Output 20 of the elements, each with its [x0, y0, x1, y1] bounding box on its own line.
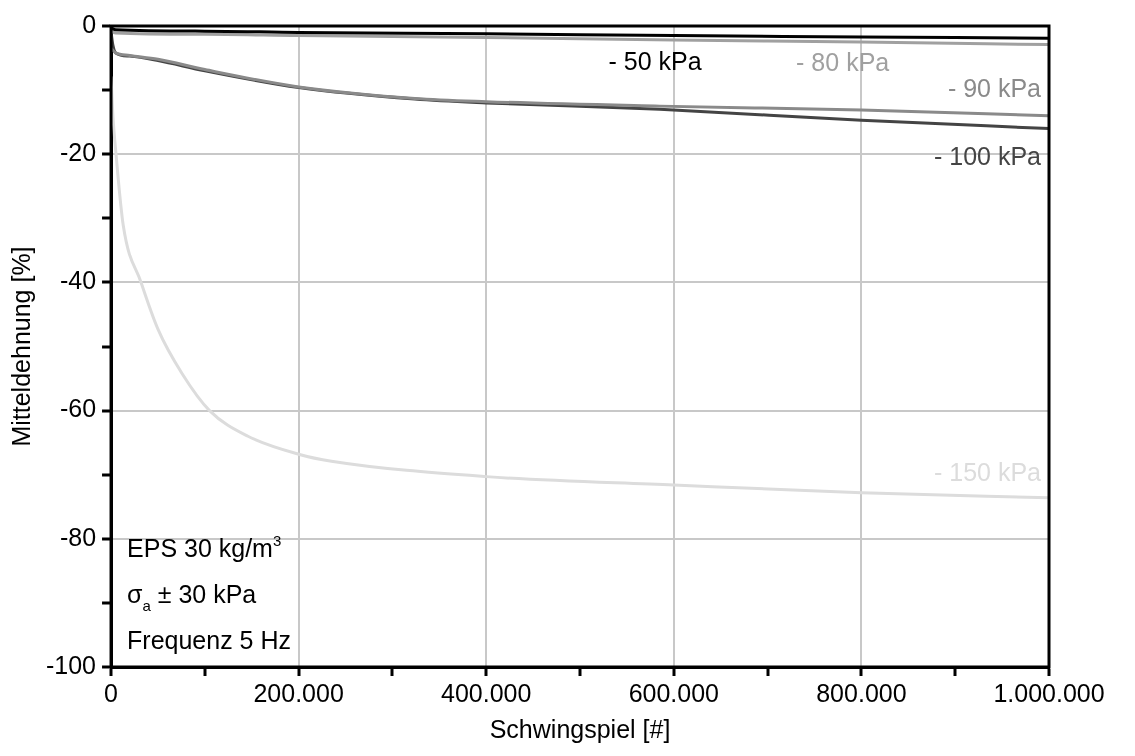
- y-tick-label: -60: [59, 394, 97, 423]
- y-tick-label: -100: [45, 650, 97, 679]
- y-axis-title: Mitteldehnung [%]: [6, 246, 35, 447]
- y-tick-label: -40: [59, 266, 97, 295]
- series-label: - 100 kPa: [933, 142, 1042, 171]
- annotation: Frequenz 5 Hz: [127, 626, 292, 654]
- series-label: - 80 kPa: [796, 47, 890, 76]
- x-tick-label: 1.000.000: [993, 678, 1105, 707]
- line-series: [111, 46, 1049, 118]
- y-tick-label: -80: [59, 522, 97, 551]
- x-tick-label: 200.000: [253, 678, 344, 707]
- series-label: - 50 kPa: [608, 47, 702, 76]
- x-tick-label: 400.000: [441, 678, 532, 707]
- y-tick-label: -20: [59, 138, 97, 167]
- series-label: - 90 kPa: [947, 73, 1042, 102]
- x-axis-title: Schwingspiel [#]: [489, 714, 671, 743]
- x-tick-label: 800.000: [816, 678, 907, 707]
- x-tick-label: 0: [104, 678, 118, 707]
- y-tick-label: 0: [82, 9, 97, 38]
- x-tick-label: 600.000: [628, 678, 719, 707]
